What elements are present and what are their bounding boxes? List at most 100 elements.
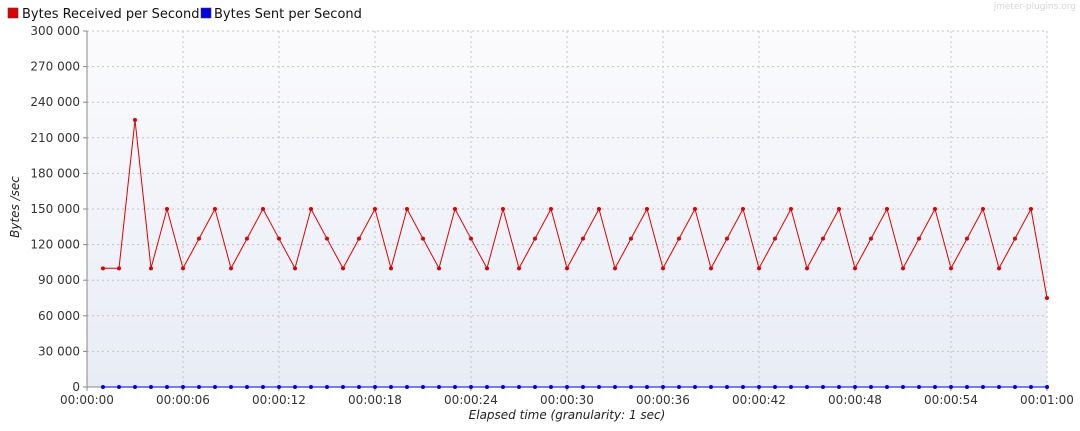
data-point-received bbox=[165, 207, 169, 211]
x-tick-label: 00:00:06 bbox=[156, 393, 210, 407]
data-point-sent bbox=[773, 385, 777, 389]
data-point-received bbox=[821, 236, 825, 241]
data-point-received bbox=[901, 266, 905, 271]
data-point-received bbox=[661, 266, 665, 271]
data-point-received bbox=[933, 207, 937, 211]
data-point-received bbox=[981, 207, 985, 211]
series-points bbox=[101, 118, 1049, 389]
grid-lines bbox=[87, 30, 1048, 387]
legend-swatch-sent bbox=[200, 7, 212, 19]
data-point-sent bbox=[949, 385, 953, 389]
data-point-sent bbox=[757, 385, 761, 389]
y-tick-label: 240 000 bbox=[30, 95, 80, 109]
data-point-sent bbox=[229, 385, 233, 389]
data-point-sent bbox=[453, 385, 457, 389]
data-point-received bbox=[757, 266, 761, 271]
data-point-received bbox=[389, 266, 393, 271]
y-tick-label: 30 000 bbox=[38, 344, 80, 358]
data-point-sent bbox=[293, 385, 297, 389]
data-point-received bbox=[325, 236, 329, 241]
data-point-sent bbox=[629, 385, 633, 389]
data-point-received bbox=[805, 266, 809, 271]
y-tick-label: 270 000 bbox=[30, 60, 80, 74]
x-axis-title: Elapsed time (granularity: 1 sec) bbox=[469, 408, 666, 422]
data-point-sent bbox=[341, 385, 345, 389]
data-point-received bbox=[709, 266, 713, 271]
series-line-received bbox=[103, 119, 1048, 299]
data-point-received bbox=[677, 236, 681, 241]
data-point-received bbox=[517, 266, 521, 271]
data-point-received bbox=[773, 236, 777, 241]
data-point-received bbox=[597, 207, 601, 211]
data-point-received bbox=[645, 207, 649, 211]
data-point-received bbox=[949, 266, 953, 271]
data-point-sent bbox=[1045, 385, 1049, 389]
y-tick-label: 180 000 bbox=[30, 166, 80, 180]
data-point-sent bbox=[277, 385, 281, 389]
data-point-sent bbox=[421, 385, 425, 389]
data-point-sent bbox=[389, 385, 393, 389]
data-point-received bbox=[197, 236, 201, 241]
data-point-received bbox=[533, 236, 537, 241]
data-point-received bbox=[549, 207, 553, 211]
data-point-sent bbox=[373, 385, 377, 389]
data-point-received bbox=[629, 236, 633, 241]
data-point-sent bbox=[325, 385, 329, 389]
data-point-received bbox=[1013, 236, 1017, 241]
y-axis-title: Bytes /sec bbox=[8, 176, 22, 238]
data-point-sent bbox=[853, 385, 857, 389]
data-point-sent bbox=[741, 385, 745, 389]
x-tick-label: 00:00:42 bbox=[732, 393, 786, 407]
x-tick-label: 00:00:24 bbox=[444, 393, 498, 407]
data-point-received bbox=[565, 266, 569, 271]
data-point-sent bbox=[309, 385, 313, 389]
y-tick-label: 120 000 bbox=[30, 238, 80, 252]
data-point-received bbox=[117, 266, 121, 271]
data-point-received bbox=[613, 266, 617, 271]
x-tick-label: 00:00:00 bbox=[60, 393, 114, 407]
data-point-sent bbox=[245, 385, 249, 389]
data-point-received bbox=[357, 236, 361, 241]
legend-label-received: Bytes Received per Second bbox=[22, 7, 199, 22]
data-point-sent bbox=[709, 385, 713, 389]
data-point-sent bbox=[501, 385, 505, 389]
data-point-sent bbox=[261, 385, 265, 389]
data-point-sent bbox=[965, 385, 969, 389]
data-point-received bbox=[341, 266, 345, 271]
data-point-received bbox=[581, 236, 585, 241]
data-point-received bbox=[485, 266, 489, 271]
x-tick-label: 00:00:12 bbox=[252, 393, 306, 407]
data-point-sent bbox=[981, 385, 985, 389]
data-point-received bbox=[277, 236, 281, 241]
data-point-sent bbox=[645, 385, 649, 389]
data-point-sent bbox=[789, 385, 793, 389]
data-point-sent bbox=[405, 385, 409, 389]
data-point-sent bbox=[517, 385, 521, 389]
data-point-received bbox=[181, 266, 185, 271]
legend-item-sent: Bytes Sent per Second bbox=[200, 7, 362, 22]
data-point-received bbox=[501, 207, 505, 211]
data-point-sent bbox=[549, 385, 553, 389]
data-point-sent bbox=[725, 385, 729, 389]
data-point-received bbox=[373, 207, 377, 211]
y-tick-label: 90 000 bbox=[38, 273, 80, 287]
data-point-received bbox=[741, 207, 745, 211]
data-point-received bbox=[1029, 207, 1033, 211]
data-point-received bbox=[965, 236, 969, 241]
watermark: jmeter-plugins.org bbox=[993, 2, 1076, 12]
data-point-sent bbox=[213, 385, 217, 389]
data-point-sent bbox=[661, 385, 665, 389]
data-point-sent bbox=[869, 385, 873, 389]
x-tick-labels: 00:00:00 00:00:06 00:00:12 00:00:18 00:00:24… bbox=[60, 387, 1074, 407]
data-point-received bbox=[453, 207, 457, 211]
data-point-sent bbox=[597, 385, 601, 389]
data-point-sent bbox=[613, 385, 617, 389]
data-point-sent bbox=[181, 385, 185, 389]
y-tick-label: 210 000 bbox=[30, 131, 80, 145]
y-tick-label: 60 000 bbox=[38, 309, 80, 323]
y-tick-label: 150 000 bbox=[30, 202, 80, 216]
data-point-received bbox=[133, 118, 137, 122]
data-point-sent bbox=[357, 385, 361, 389]
data-point-sent bbox=[469, 385, 473, 389]
